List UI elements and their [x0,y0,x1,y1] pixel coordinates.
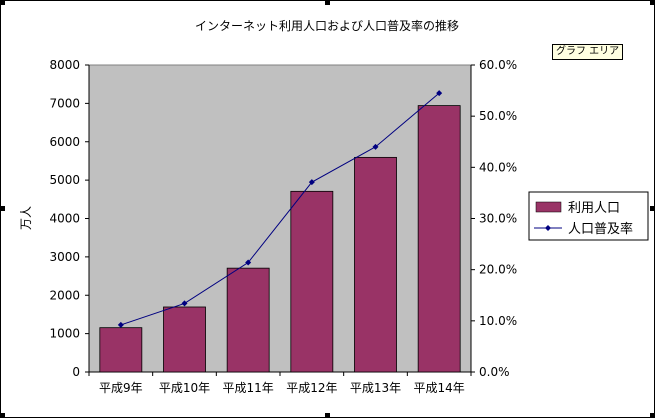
x-tick-label: 平成13年 [350,381,401,395]
resize-handle-bottom-left[interactable] [0,413,5,418]
legend-swatch-marker [545,225,551,231]
resize-handle-bottom-right[interactable] [650,413,655,418]
legend-box [528,191,649,241]
line-point [181,300,188,307]
y2-axis: 0.0% 10.0% 20.0% 30.0% 40.0% 50.0% 60.0% [470,58,517,379]
line-point [245,259,252,266]
bar [99,327,143,373]
bar-series [99,105,461,373]
y-tick-label: 2000 [49,288,80,302]
resize-handle-bottom-center[interactable] [325,413,330,418]
x-tick-label: 平成12年 [286,381,337,395]
resize-handle-middle-right[interactable] [650,206,655,211]
legend-label-line: 人口普及率 [568,221,633,237]
legend-swatch-bar [535,201,562,213]
resize-handle-top-center[interactable] [325,0,330,5]
y2-tick-label: 60.0% [479,58,517,72]
line-point [436,90,443,97]
line-series [117,90,443,328]
y-tick-label: 0 [72,365,80,379]
x-axis: 平成9年 平成10年 平成11年 平成12年 平成13年 平成14年 [88,371,472,395]
x-tick-label: 平成11年 [223,381,274,395]
resize-handle-top-left[interactable] [0,0,5,5]
bar [163,306,206,373]
y-axis: 0 1000 2000 3000 4000 5000 6000 7000 8000 [49,58,90,379]
line-point [308,179,315,186]
chart-title: インターネット利用人口および人口普及率の推移 [195,18,459,33]
resize-handle-middle-left[interactable] [0,206,5,211]
bar [417,105,461,373]
y-tick-label: 1000 [49,327,80,341]
y-axis-label: 万人 [19,206,33,230]
line-path [120,92,440,326]
x-tick-label: 平成10年 [159,381,210,395]
y-tick-label: 3000 [49,250,80,264]
chart-area-tooltip: グラフ エリア [552,44,624,60]
y2-tick-label: 10.0% [479,314,517,328]
y-tick-label: 8000 [49,58,80,72]
x-tick-label: 平成14年 [414,381,465,395]
y2-tick-label: 20.0% [479,263,517,277]
resize-handle-top-right[interactable] [650,0,655,5]
bar [226,267,270,373]
legend[interactable]: 利用人口 人口普及率 [528,191,649,241]
y2-tick-label: 0.0% [479,365,510,379]
line-point [372,143,379,150]
y-tick-label: 4000 [49,212,80,226]
bar [354,156,397,373]
y-tick-label: 6000 [49,135,80,149]
line-point [117,321,124,328]
y-tick-label: 5000 [49,173,80,187]
x-tick-label: 平成9年 [99,381,143,395]
y2-tick-label: 50.0% [479,109,517,123]
bar [290,190,334,373]
plot-area[interactable] [88,64,472,373]
legend-label-bar: 利用人口 [568,201,620,216]
y-tick-label: 7000 [49,96,80,110]
y2-tick-label: 40.0% [479,160,517,174]
y2-tick-label: 30.0% [479,212,517,226]
